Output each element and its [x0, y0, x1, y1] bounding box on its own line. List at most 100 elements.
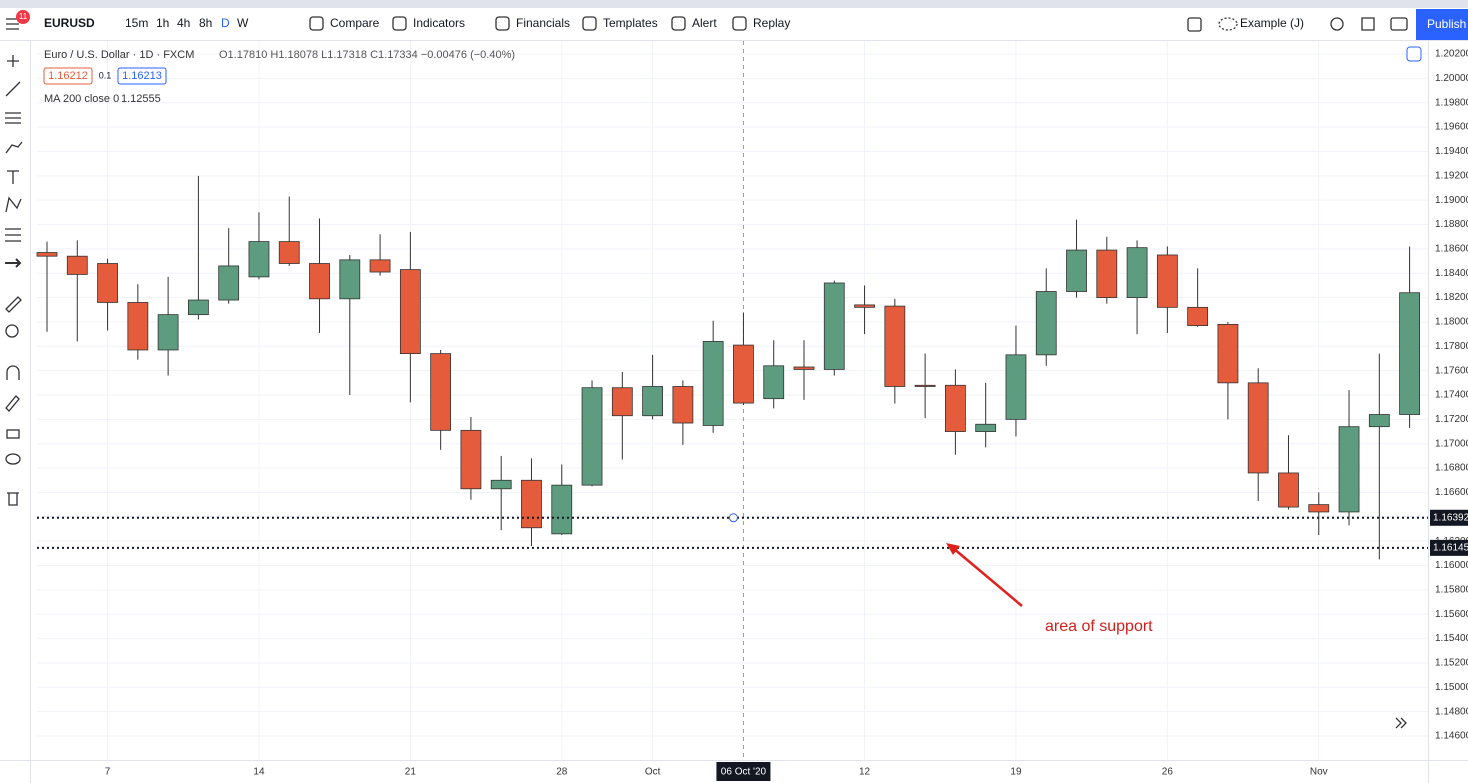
- trash-tool[interactable]: [7, 492, 19, 506]
- price-label-box: [1430, 509, 1468, 526]
- y-tick-label: 1.19600: [1435, 122, 1468, 133]
- interval[interactable]: 4h: [177, 16, 190, 30]
- button[interactable]: Financials: [516, 16, 570, 30]
- symbol[interactable]: EURUSD: [44, 16, 95, 30]
- ruler-tool[interactable]: [5, 296, 22, 313]
- candle-body: [1338, 426, 1360, 513]
- candle-body: [1308, 504, 1330, 513]
- fib-tool[interactable]: [5, 112, 21, 124]
- candle-body: [187, 299, 209, 316]
- candle-body: [763, 365, 785, 400]
- text-tool[interactable]: [7, 170, 19, 184]
- x-tick-label: 14: [253, 767, 265, 778]
- magnet-tool[interactable]: [6, 365, 20, 380]
- candle-body: [97, 263, 118, 303]
- y-tick-label: 1.19000: [1435, 195, 1468, 206]
- y-tick-label: 1.20200: [1435, 49, 1468, 60]
- fullscreen-icon[interactable]: [1361, 17, 1375, 31]
- line-tool[interactable]: [5, 81, 21, 97]
- x-tick-label: Oct: [645, 767, 661, 778]
- interval[interactable]: 8h: [199, 16, 212, 30]
- candle-body: [36, 252, 58, 257]
- candle-body: [611, 387, 633, 417]
- candle-body: [339, 259, 361, 300]
- checkbox[interactable]: [1187, 17, 1202, 32]
- y-tick-label: 1.15000: [1435, 682, 1468, 693]
- drawing-tools: [5, 55, 23, 506]
- zoom-tool[interactable]: [5, 324, 19, 338]
- candle-body: [854, 304, 875, 308]
- cursor-tool[interactable]: [7, 55, 19, 67]
- candle-body: [248, 241, 270, 278]
- candle-body: [1005, 354, 1027, 420]
- line-handle[interactable]: [728, 513, 738, 523]
- candle-body: [399, 269, 421, 355]
- indicator-name: MA 200 close 0: [44, 93, 119, 105]
- price-label: 1.16145: [1433, 542, 1468, 553]
- toolbar-buttons: Compare Indicators Financials Templates Aler…: [309, 16, 790, 31]
- candle-body: [430, 353, 452, 431]
- button-icon: [671, 16, 686, 31]
- button[interactable]: Templates: [603, 16, 658, 30]
- candle-body: [793, 366, 815, 370]
- interval[interactable]: 15m: [125, 16, 148, 30]
- publish-button[interactable]: [1416, 9, 1468, 40]
- y-tick-label: 1.18800: [1435, 219, 1468, 230]
- pattern-tool[interactable]: [5, 196, 22, 213]
- y-tick-label: 1.17000: [1435, 438, 1468, 449]
- button[interactable]: Replay: [753, 16, 790, 30]
- scroll-right[interactable]: [1395, 717, 1407, 729]
- candle-body: [1247, 382, 1269, 474]
- button[interactable]: Indicators: [413, 16, 465, 30]
- x-tick-label: 26: [1162, 767, 1174, 778]
- prediction-tool[interactable]: [5, 228, 21, 242]
- y-tick-label: 1.14800: [1435, 706, 1468, 717]
- candle-body: [218, 265, 240, 301]
- candle-body: [309, 263, 330, 300]
- x-tick-label: 19: [1010, 767, 1022, 778]
- button[interactable]: Alert: [692, 16, 717, 30]
- intervals: 15m 1h 4h 8h D W: [125, 16, 249, 30]
- candle-body: [914, 384, 936, 387]
- indicator-value: 1.12555: [121, 93, 161, 105]
- interval[interactable]: W: [237, 16, 249, 30]
- candle-body: [945, 384, 966, 432]
- candle-body: [884, 305, 906, 387]
- arrow-tool[interactable]: [5, 258, 22, 268]
- sell-box[interactable]: [43, 67, 93, 85]
- lock-tool[interactable]: [6, 429, 20, 439]
- y-tick-label: 1.16800: [1435, 463, 1468, 474]
- layout-name[interactable]: Example (J): [1240, 16, 1304, 30]
- y-tick-label: 1.17600: [1435, 365, 1468, 376]
- candle-body: [642, 386, 663, 417]
- button-icon: [392, 16, 407, 31]
- candle-body: [1399, 292, 1420, 415]
- candle-body: [157, 314, 179, 351]
- window-edge: [0, 0, 1468, 8]
- price-axis: [1428, 41, 1468, 760]
- candle-body: [1066, 249, 1087, 292]
- candle-body: [460, 429, 482, 490]
- buy-box[interactable]: [117, 67, 167, 85]
- x-tick-label: 7: [105, 767, 111, 778]
- interval[interactable]: 1h: [156, 16, 169, 30]
- snapshot-icon[interactable]: [1390, 17, 1408, 31]
- arrow-head: [946, 543, 960, 555]
- y-tick-label: 1.18000: [1435, 317, 1468, 328]
- candle-body: [1126, 247, 1148, 298]
- alert-marker[interactable]: [1406, 46, 1422, 62]
- hide-tool[interactable]: [5, 453, 21, 465]
- candle-body: [1035, 291, 1057, 356]
- settings-icon[interactable]: [1330, 17, 1344, 31]
- interval[interactable]: D: [221, 16, 230, 30]
- candle-body: [490, 479, 512, 490]
- y-tick-label: 1.19800: [1435, 97, 1468, 108]
- y-tick-label: 1.15200: [1435, 658, 1468, 669]
- button[interactable]: Compare: [330, 16, 380, 30]
- stay-draw-tool[interactable]: [5, 395, 20, 412]
- brush-tool[interactable]: [5, 141, 23, 154]
- menu-button[interactable]: 11: [6, 10, 30, 30]
- annotation-arrow: [952, 547, 1023, 607]
- y-tick-label: 1.15800: [1435, 585, 1468, 596]
